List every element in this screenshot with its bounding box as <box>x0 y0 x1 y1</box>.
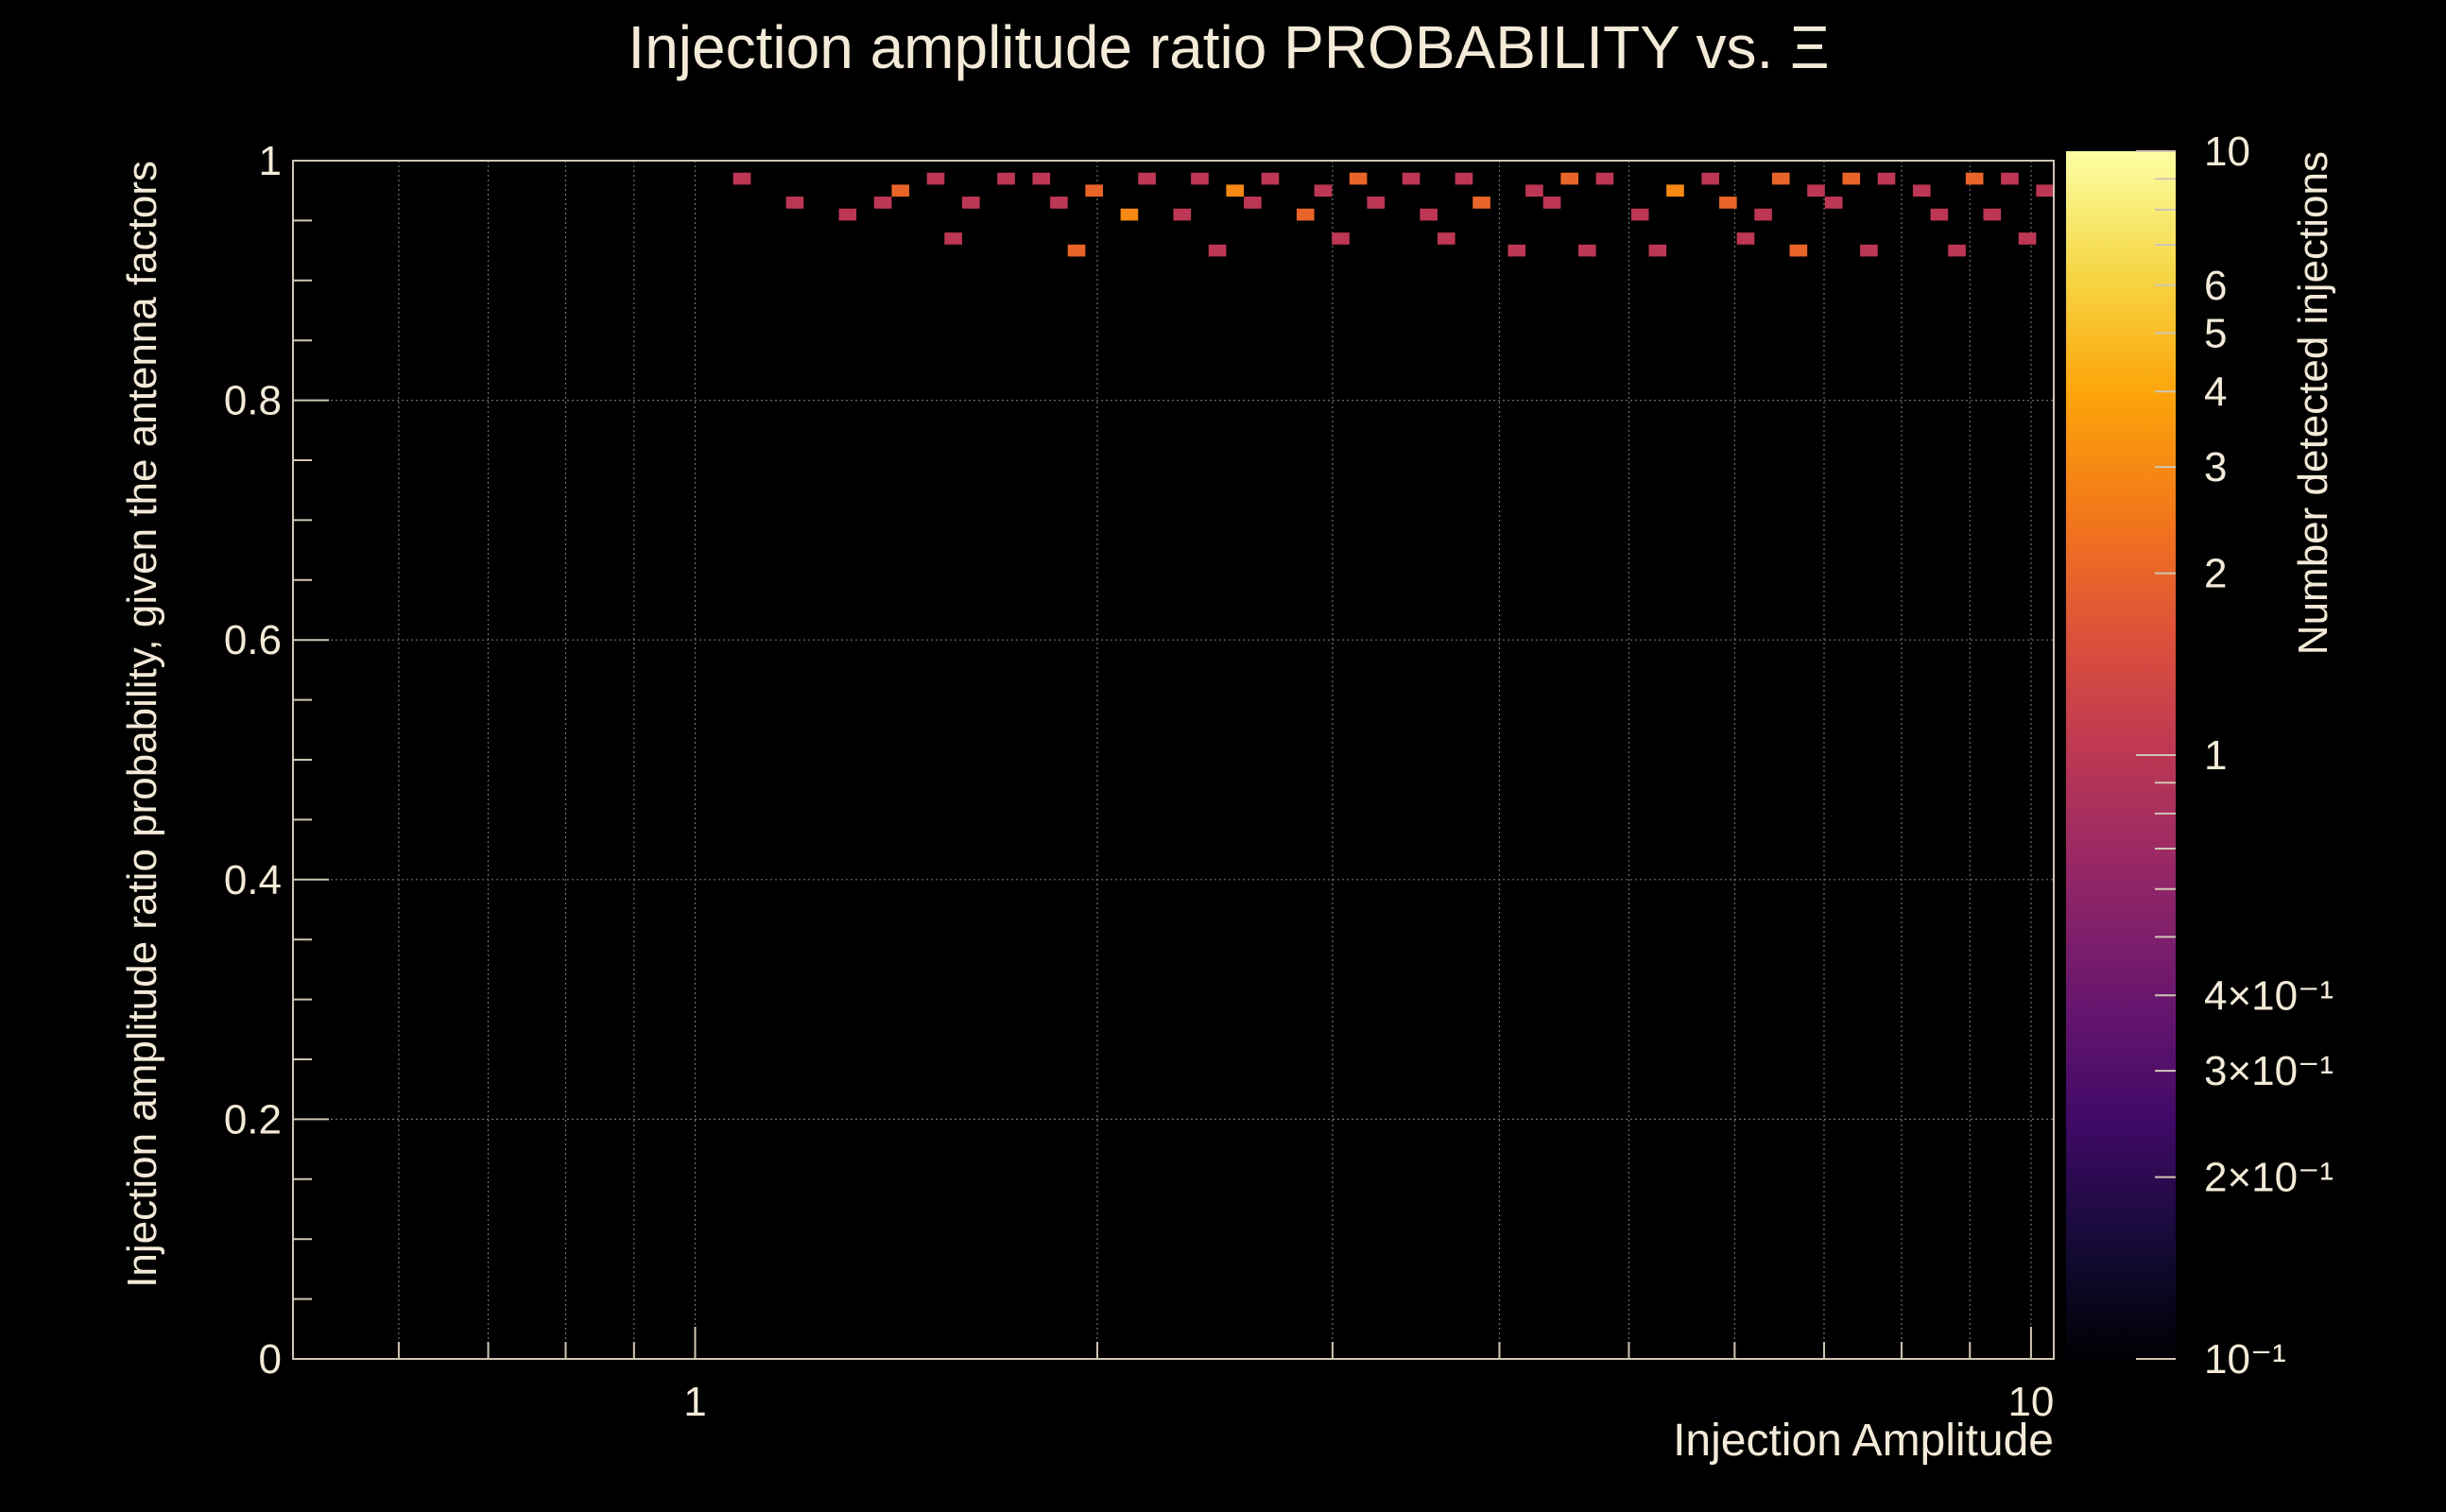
y-tick-label: 1 <box>259 138 282 184</box>
colorbar-tick-label: 4×10⁻¹ <box>2204 972 2334 1019</box>
heatmap-cell <box>1261 172 1280 185</box>
chart-title: Injection amplitude ratio PROBABILITY vs… <box>628 13 1829 81</box>
heatmap-cell <box>1648 244 1667 257</box>
heatmap-cell <box>1032 172 1051 185</box>
y-tick-label: 0.8 <box>224 378 282 424</box>
heatmap-cell <box>1455 172 1473 185</box>
heatmap-cell <box>2036 184 2054 198</box>
heatmap-cell <box>1983 208 2002 221</box>
x-axis-label: Injection Amplitude <box>1673 1416 2054 1466</box>
heatmap-cell <box>1507 244 1526 257</box>
colorbar-tick-label: 2×10⁻¹ <box>2204 1155 2334 1201</box>
heatmap-cell <box>997 172 1015 185</box>
heatmap-cell <box>1719 197 1737 209</box>
heatmap-cell <box>1595 172 1614 185</box>
heatmap-cell <box>1789 244 1808 257</box>
heatmap-cell <box>732 172 751 185</box>
colorbar-tick-label: 2 <box>2204 551 2227 597</box>
heatmap-cell <box>1437 232 1456 245</box>
heatmap-cell <box>1525 184 1543 198</box>
heatmap-cell <box>1666 184 1684 198</box>
heatmap-cell <box>1244 197 1262 209</box>
y-tick-label: 0 <box>259 1336 282 1383</box>
heatmap-cell <box>1912 184 1931 198</box>
heatmap-cell <box>2001 172 2019 185</box>
heatmap-cell <box>944 232 962 245</box>
heatmap-cell <box>1367 197 1386 209</box>
colorbar-tick-label: 10 <box>2204 129 2250 175</box>
heatmap-cell <box>1701 172 1720 185</box>
heatmap-cell <box>1420 208 1438 221</box>
heatmap-cell <box>1577 244 1596 257</box>
heatmap-cell <box>1473 197 1490 209</box>
heatmap-cell <box>926 172 945 185</box>
heatmap-cell <box>1120 208 1139 221</box>
heatmap-cell <box>1965 172 1984 185</box>
colorbar-label: Number detected injections <box>2290 151 2336 655</box>
heatmap-cell <box>1314 184 1333 198</box>
x-tick-label: 1 <box>683 1379 706 1425</box>
heatmap-cell <box>1296 208 1315 221</box>
heatmap-cell <box>1877 172 1896 185</box>
heatmap-cells <box>732 172 2054 257</box>
colorbar-tick-label: 1 <box>2204 732 2227 779</box>
colorbar-tick-label: 10⁻¹ <box>2204 1336 2286 1383</box>
y-axis: 0 0.2 0.4 0.6 0.8 1 <box>224 138 329 1383</box>
heatmap-cell <box>1736 232 1755 245</box>
heatmap-cell <box>1807 184 1825 198</box>
heatmap-cell <box>2018 232 2037 245</box>
heatmap-cell <box>1402 172 1421 185</box>
heatmap-cell <box>1771 172 1790 185</box>
colorbar-tick-label: 5 <box>2204 310 2227 356</box>
colorbar-tick-label: 3 <box>2204 444 2227 490</box>
heatmap-cell <box>1754 208 1772 221</box>
heatmap-cell <box>1173 208 1192 221</box>
heatmap-cell <box>1067 244 1086 257</box>
colorbar-tick-label: 4 <box>2204 369 2227 415</box>
heatmap-cell <box>1824 197 1843 209</box>
heatmap-cell <box>785 197 804 209</box>
y-tick-label: 0.2 <box>224 1096 282 1143</box>
y-axis-label: Injection amplitude ratio probability, g… <box>119 161 165 1288</box>
heatmap-cell <box>1349 172 1368 185</box>
heatmap-cell <box>961 197 980 209</box>
heatmap-cell <box>1560 172 1578 185</box>
colorbar-axis: 10⁻¹ 2×10⁻¹ 3×10⁻¹ 4×10⁻¹ 1 2 3 4 56 10 <box>2136 129 2334 1383</box>
heatmap-cell <box>873 197 892 209</box>
heatmap-cell <box>1860 244 1878 257</box>
heatmap-cell <box>1208 244 1227 257</box>
heatmap-cell <box>1085 184 1103 198</box>
heatmap-cell <box>1138 172 1156 185</box>
heatmap-cell <box>891 184 910 198</box>
y-tick-label: 0.6 <box>224 617 282 663</box>
colorbar-tick-label: 3×10⁻¹ <box>2204 1048 2334 1094</box>
x-tick-label: 10 <box>2007 1379 2054 1425</box>
x-axis: 1 10 <box>292 1327 2054 1425</box>
heatmap-cell <box>1630 208 1649 221</box>
heatmap-cell <box>1191 172 1209 185</box>
heatmap-cell <box>1948 244 1966 257</box>
y-tick-label: 0.4 <box>224 857 282 903</box>
heatmap-cell <box>1226 184 1245 198</box>
heatmap-cell <box>1842 172 1861 185</box>
colorbar-tick-label: 6 <box>2204 263 2227 309</box>
heatmap-cell <box>1332 232 1350 245</box>
heatmap-cell <box>1930 208 1949 221</box>
heatmap-cell <box>1050 197 1068 209</box>
heatmap-cell <box>1542 197 1561 209</box>
heatmap-cell <box>838 208 857 221</box>
